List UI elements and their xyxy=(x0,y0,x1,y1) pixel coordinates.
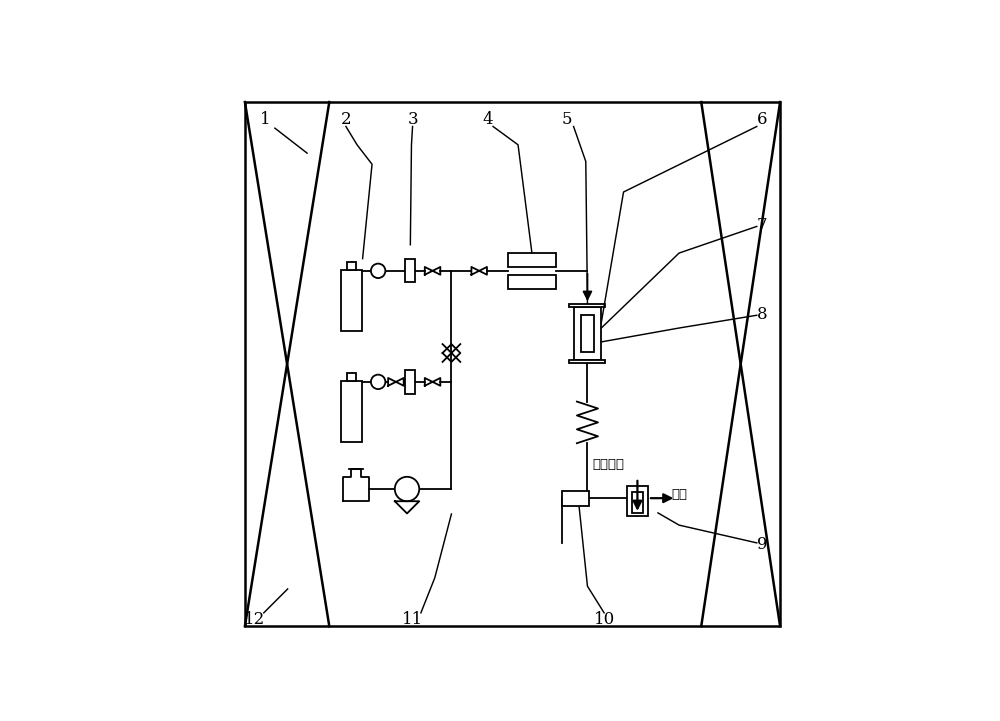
Bar xyxy=(562,491,589,506)
Text: 10: 10 xyxy=(593,611,615,628)
Bar xyxy=(569,360,605,363)
Bar xyxy=(569,304,605,307)
Text: 6: 6 xyxy=(757,111,768,128)
Text: 放空: 放空 xyxy=(671,488,687,501)
Bar xyxy=(574,307,601,360)
Bar xyxy=(627,486,648,516)
Circle shape xyxy=(395,477,419,501)
Text: 1: 1 xyxy=(260,111,271,128)
Bar xyxy=(347,262,356,270)
Bar xyxy=(341,381,362,442)
Text: 3: 3 xyxy=(407,111,418,128)
Text: 4: 4 xyxy=(482,111,493,128)
Text: 12: 12 xyxy=(244,611,265,628)
Circle shape xyxy=(371,264,385,278)
Text: 8: 8 xyxy=(757,306,768,322)
Bar xyxy=(341,270,362,331)
Bar xyxy=(581,315,594,352)
Bar xyxy=(405,259,415,283)
Text: 5: 5 xyxy=(562,111,572,128)
Bar xyxy=(632,492,643,513)
Text: 9: 9 xyxy=(757,536,768,553)
Text: 11: 11 xyxy=(402,611,423,628)
Bar xyxy=(508,275,556,288)
Bar xyxy=(508,253,556,267)
Text: 色谱分析: 色谱分析 xyxy=(592,458,624,471)
Bar xyxy=(347,373,356,381)
Text: 2: 2 xyxy=(341,111,351,128)
Circle shape xyxy=(371,375,385,389)
Bar xyxy=(405,370,415,394)
Text: 7: 7 xyxy=(757,217,768,234)
